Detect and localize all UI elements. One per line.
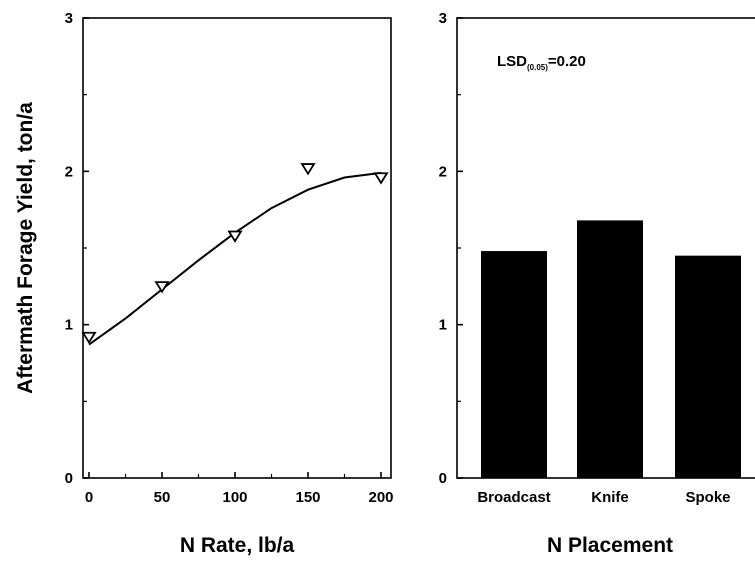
bar: [675, 255, 741, 478]
lsd-main: LSD: [497, 53, 527, 70]
right-x-axis-title: N Placement: [547, 534, 673, 557]
data-point: [81, 331, 97, 345]
y-tick-label: 3: [439, 10, 447, 27]
data-point: [227, 230, 243, 243]
x-category-label: Broadcast: [477, 489, 550, 506]
data-point: [154, 281, 170, 294]
y-tick-label: 1: [439, 317, 447, 334]
lsd-subscript: (0.05): [527, 63, 548, 72]
x-tick-label: 150: [295, 489, 320, 506]
left-x-axis-title: N Rate, lb/a: [180, 534, 295, 557]
left-chart: 0 1 2 3 0 50 100 150 200 Aftermath Forage Yield…: [14, 10, 394, 557]
left-x-axis: 0 50 100 150 200: [85, 472, 394, 506]
y-tick-label: 3: [65, 10, 73, 27]
y-tick-label: 2: [439, 163, 447, 180]
x-tick-label: 0: [85, 489, 93, 506]
lsd-annotation: LSD(0.05)=0.20: [497, 53, 586, 72]
data-point: [300, 163, 316, 176]
right-y-axis: 0 1 2 3: [439, 10, 463, 487]
x-category-label: Knife: [591, 489, 629, 506]
x-tick-label: 50: [154, 489, 171, 506]
left-y-axis: 0 1 2 3: [65, 10, 89, 487]
x-tick-label: 200: [368, 489, 393, 506]
bar: [481, 251, 547, 478]
data-points: [81, 163, 389, 345]
y-tick-label: 2: [65, 163, 73, 180]
bars: [481, 220, 741, 478]
y-tick-label: 0: [65, 470, 73, 487]
bar: [577, 220, 643, 478]
data-point: [373, 172, 389, 185]
fit-curve: [88, 171, 382, 346]
lsd-value: =0.20: [548, 53, 586, 70]
x-category-label: Spoke: [685, 489, 730, 506]
left-plot-frame: [82, 17, 392, 479]
x-tick-label: 100: [222, 489, 247, 506]
y-tick-label: 1: [65, 317, 73, 334]
y-tick-label: 0: [439, 470, 447, 487]
left-y-axis-title: Aftermath Forage Yield, ton/a: [14, 102, 37, 394]
right-x-axis: Broadcast Knife Spoke: [477, 489, 730, 506]
